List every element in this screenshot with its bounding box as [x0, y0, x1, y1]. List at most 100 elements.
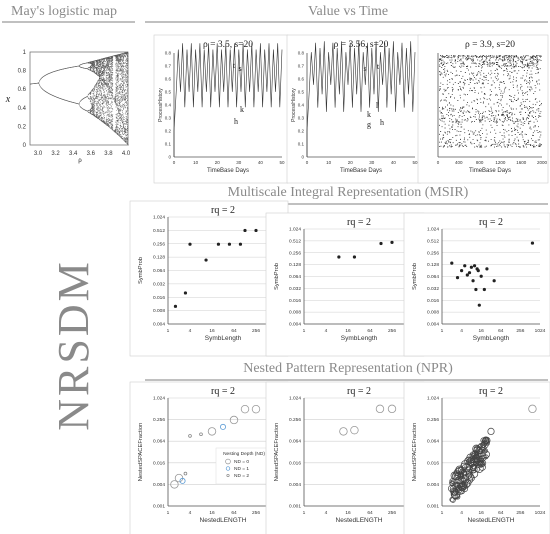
data-point: [457, 471, 464, 478]
data-point: [449, 497, 455, 503]
y-tick-label: 0.008: [153, 308, 165, 314]
data-point: [467, 271, 472, 275]
data-point: [173, 304, 178, 308]
x-tick-label: 16: [345, 328, 351, 334]
data-point: [387, 404, 397, 414]
msir-panel-1: rq = 2 0.004 0.008 0.016 0.032 0.064 0.128 0.25…: [129, 200, 289, 357]
y-tick-label: 0.5: [298, 90, 305, 95]
x-tick-label: 256: [252, 328, 260, 334]
time-series-line: [173, 43, 283, 157]
data-point: [474, 287, 478, 292]
header-npr: Nested Pattern Representation (NPR): [243, 361, 453, 376]
data-point: [170, 480, 179, 489]
annotation-label: l: [376, 101, 379, 110]
time-series-line: [306, 41, 416, 157]
y-tick-label: 0.064: [427, 274, 439, 280]
data-point: [243, 228, 247, 233]
x-tick-label: 16: [345, 510, 351, 516]
y-tick-label: 0.1: [298, 142, 305, 147]
x-tick-label: 256: [388, 510, 396, 516]
y-tick-label: 0.2: [18, 124, 27, 130]
x-tick-label: 1600: [516, 160, 527, 165]
data-point: [183, 471, 188, 476]
data-point: [179, 477, 186, 484]
annotation-label: g: [367, 120, 371, 129]
data-point: [464, 457, 472, 465]
panel-title: rq = 2: [479, 217, 503, 228]
x-tick-label: 40: [391, 160, 397, 165]
x-axis-label: SymbLength: [205, 335, 242, 342]
data-point: [528, 404, 537, 414]
data-point: [463, 264, 467, 268]
y-tick-label: 0.256: [153, 417, 165, 423]
x-tick-label: 4: [189, 510, 192, 516]
y-tick-label: 0.5: [165, 90, 172, 95]
annotation-label: h: [380, 118, 384, 127]
y-tick-label: 0.016: [289, 298, 301, 304]
y-tick-label: 0.1: [165, 142, 172, 147]
data-point: [492, 279, 496, 283]
y-tick-label: 0.008: [427, 310, 439, 316]
y-tick-label: 0.016: [289, 460, 301, 466]
y-tick-label: 0.6: [298, 77, 305, 82]
y-tick-label: 0: [23, 143, 27, 149]
x-tick-label: 3.0: [34, 151, 43, 157]
x-tick-label: 256: [388, 328, 396, 334]
side-label-nrsdm: NRSDM: [49, 259, 98, 431]
data-point: [487, 427, 495, 436]
y-tick-label: 0.8: [18, 69, 27, 75]
data-point: [465, 273, 469, 277]
data-point: [352, 255, 357, 259]
y-axis-label: SymbProb: [412, 263, 418, 290]
x-tick-label: 0: [173, 160, 176, 165]
header-msir: Multiscale Integral Representation (MSIR…: [228, 185, 469, 200]
x-tick-label: 4.0: [122, 151, 131, 157]
panel-frame: [403, 212, 550, 357]
y-tick-label: 0.016: [427, 298, 439, 304]
data-point: [451, 489, 458, 496]
x-axis-label: SymbLength: [341, 335, 378, 342]
data-point: [229, 415, 239, 425]
y-tick-label: 0.2: [298, 129, 305, 134]
data-point: [207, 427, 217, 436]
y-tick-label: 0: [301, 155, 304, 160]
y-axis-label: ProcessHistory: [291, 88, 297, 122]
y-tick-label: 0.004: [153, 482, 165, 488]
annotation-label: s: [363, 64, 366, 73]
data-point: [483, 448, 489, 454]
x-tick-label: 64: [367, 328, 373, 334]
x-tick-label: 1: [303, 510, 306, 516]
y-tick-label: 0.512: [427, 238, 439, 244]
header-value-time: Value vs Time: [308, 4, 388, 19]
data-point: [451, 491, 459, 499]
x-tick-label: 3.2: [51, 151, 60, 157]
data-point: [379, 241, 383, 246]
y-tick-label: 0.3: [298, 116, 305, 121]
legend-item: ND = 0: [234, 459, 249, 465]
data-point: [204, 258, 208, 262]
panel-title: rq = 2: [347, 217, 371, 228]
panel-frame: [265, 212, 425, 357]
data-point: [460, 462, 468, 470]
data-point: [472, 264, 477, 268]
y-tick-label: 0.064: [427, 439, 439, 445]
data-point: [216, 242, 221, 246]
x-tick-label: 16: [209, 510, 215, 516]
legend-box: [215, 447, 273, 485]
data-point: [240, 404, 250, 414]
chaotic-points: [439, 55, 542, 148]
x-tick-label: 3.8: [104, 151, 113, 157]
legend-marker: [226, 473, 230, 478]
x-tick-label: 1024: [535, 510, 546, 516]
y-tick-label: 0.128: [153, 255, 165, 261]
x-axis-label: NestedLENGTH: [468, 517, 515, 524]
y-tick-label: 0.032: [427, 286, 439, 292]
y-tick-label: 0.001: [289, 504, 301, 510]
x-tick-label: 1024: [535, 328, 546, 334]
x-tick-label: 4: [189, 328, 192, 334]
x-tick-label: 50: [412, 160, 418, 165]
legend-item: ND = 1: [234, 466, 249, 472]
data-point: [476, 269, 480, 273]
x-tick-label: 40: [258, 160, 264, 165]
annotation-label: k: [367, 110, 371, 119]
